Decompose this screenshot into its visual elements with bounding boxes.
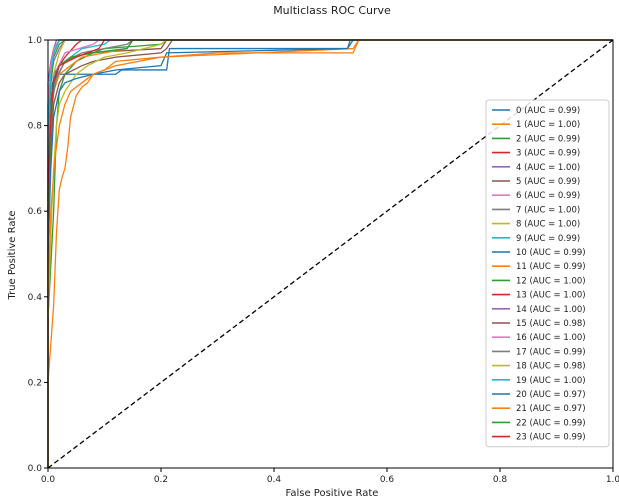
legend-label-3: 3 (AUC = 0.99) [516,149,580,159]
legend-label-14: 14 (AUC = 1.00) [516,305,586,315]
legend-label-13: 13 (AUC = 1.00) [516,291,586,301]
legend-label-15: 15 (AUC = 0.98) [516,319,586,329]
y-tick-label: 0.0 [28,464,43,474]
legend-label-4: 4 (AUC = 1.00) [516,163,580,173]
chart-title: Multiclass ROC Curve [273,4,391,17]
legend-label-22: 22 (AUC = 0.99) [516,418,586,428]
roc-curve-15 [47,39,613,468]
roc-curve-20 [47,39,613,468]
roc-curve-18 [47,39,613,468]
y-tick-label: 0.6 [28,207,43,217]
x-tick-label: 0.0 [41,475,56,485]
plot-frame [47,39,614,469]
x-tick-label: 0.6 [380,475,395,485]
legend-label-17: 17 (AUC = 0.99) [516,347,586,357]
legend-label-19: 19 (AUC = 1.00) [516,376,586,386]
y-tick-label: 1.0 [28,36,43,46]
legend-label-0: 0 (AUC = 0.99) [516,106,580,116]
x-axis-label: False Positive Rate [286,488,379,498]
x-tick-label: 0.8 [493,475,508,485]
y-axis-label: True Positive Rate [7,210,18,300]
legend-label-1: 1 (AUC = 1.00) [516,120,580,130]
x-tick-label: 0.4 [267,475,282,485]
y-tick-label: 0.4 [28,293,43,303]
legend-label-6: 6 (AUC = 0.99) [516,191,580,201]
chance-diagonal-line [47,39,614,469]
x-tick-label: 1.0 [606,475,619,485]
y-axis-ticks: 0.0 0.2 0.4 0.6 0.8 1.0 [28,36,48,474]
legend-label-2: 2 (AUC = 0.99) [516,134,580,144]
roc-curve-23 [47,39,613,468]
legend-label-10: 10 (AUC = 0.99) [516,248,586,258]
x-axis-ticks: 0.0 0.2 0.4 0.6 0.8 1.0 [41,468,619,485]
legend-label-21: 21 (AUC = 0.97) [516,404,586,414]
legend-label-11: 11 (AUC = 0.99) [516,262,586,272]
legend-label-12: 12 (AUC = 1.00) [516,276,586,286]
legend-label-8: 8 (AUC = 1.00) [516,220,580,230]
legend-label-5: 5 (AUC = 0.99) [516,177,580,187]
y-tick-label: 0.2 [28,378,42,388]
legend-label-16: 16 (AUC = 1.00) [516,333,586,343]
legend-label-18: 18 (AUC = 0.98) [516,362,586,372]
legend-label-9: 9 (AUC = 0.99) [516,234,580,244]
x-tick-label: 0.2 [154,475,168,485]
legend: 0 (AUC = 0.99) 1 (AUC = 1.00) 2 (AUC = 0.9… [485,99,610,448]
legend-label-23: 23 (AUC = 0.99) [516,433,586,443]
legend-label-20: 20 (AUC = 0.97) [516,390,586,400]
legend-box [485,99,610,448]
roc-curve-21 [47,39,613,468]
y-tick-label: 0.8 [28,122,43,132]
legend-label-7: 7 (AUC = 1.00) [516,205,580,215]
